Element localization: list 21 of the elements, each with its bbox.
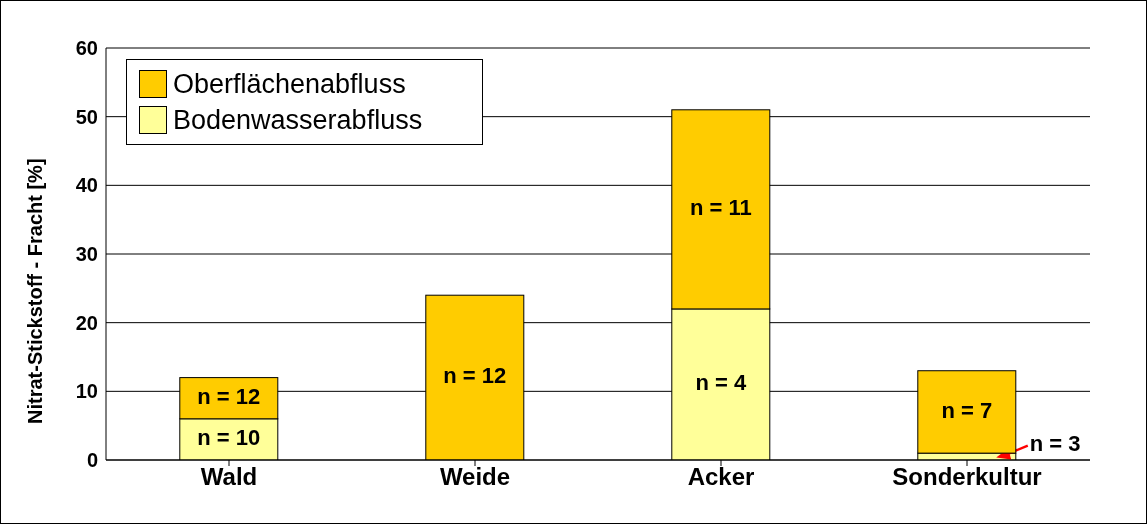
x-tick-label: Acker	[687, 463, 755, 491]
annotation: n = 7	[941, 397, 993, 423]
x-tick-label: Wald	[200, 463, 258, 491]
annotation: n = 4	[695, 370, 747, 396]
y-tick-label: 60	[75, 37, 98, 60]
annotation: n = 10	[197, 425, 261, 451]
y-tick-label: 10	[75, 380, 98, 403]
x-tick-label: Sonderkultur	[892, 463, 1042, 491]
y-axis-title: Nitrat-Stickstoff - Fracht [%]	[24, 158, 47, 424]
y-tick-label: 20	[75, 311, 98, 334]
annotation: n = 3	[1029, 431, 1081, 457]
annotation: n = 12	[197, 384, 261, 410]
annotation: n = 12	[443, 363, 507, 389]
y-tick-label: 30	[75, 243, 98, 266]
legend-label: Oberflächenabfluss	[173, 68, 406, 100]
x-tick-label: Weide	[439, 463, 511, 491]
y-tick-label: 40	[75, 174, 98, 197]
annotation: n = 11	[689, 195, 752, 221]
y-tick-label: 50	[75, 105, 98, 128]
y-tick-label: 0	[86, 449, 98, 472]
legend-label: Bodenwasserabfluss	[173, 104, 423, 136]
